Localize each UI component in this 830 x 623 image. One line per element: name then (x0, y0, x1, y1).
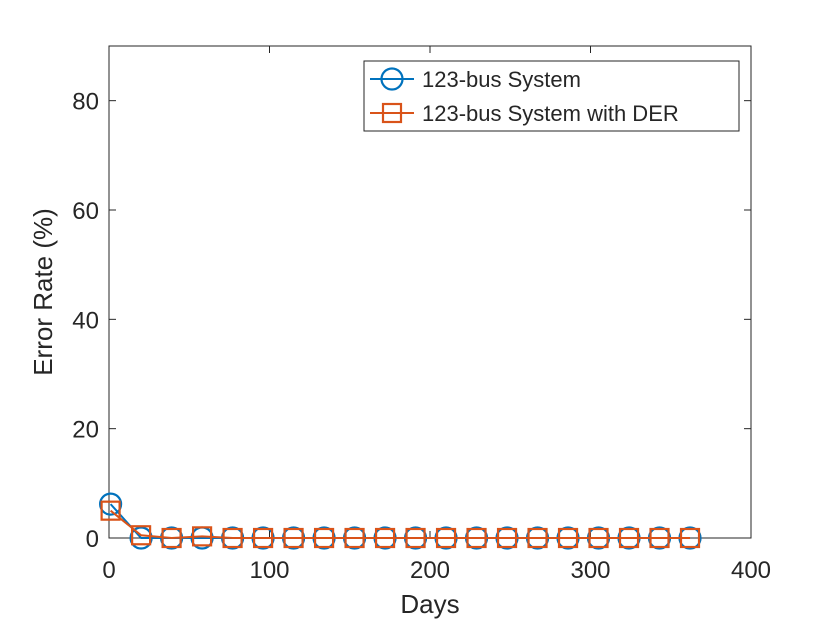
marker (405, 527, 426, 549)
y-tick-label: 80 (72, 89, 99, 116)
marker (496, 527, 518, 549)
marker (618, 527, 640, 549)
marker (313, 527, 335, 549)
marker (191, 526, 213, 547)
marker (222, 527, 243, 549)
marker (557, 527, 579, 549)
marker (374, 527, 396, 549)
x-tick-label: 100 (249, 557, 289, 584)
y-tick-label: 60 (72, 198, 99, 225)
marker (129, 526, 153, 550)
y-tick-label: 40 (72, 307, 99, 334)
marker (131, 525, 152, 546)
x-tick-label: 200 (410, 557, 450, 584)
x-axis-label: Days (400, 589, 459, 619)
marker (381, 102, 403, 124)
marker (588, 527, 609, 549)
marker (100, 500, 121, 521)
marker (466, 527, 487, 549)
legend-label: 123-bus System with DER (422, 101, 679, 126)
x-tick-label: 0 (102, 557, 115, 584)
marker (527, 527, 548, 549)
y-tick-label: 20 (72, 417, 99, 444)
y-axis-label: Error Rate (%) (28, 208, 58, 376)
legend-label: 123-bus System (422, 67, 581, 92)
marker (252, 527, 274, 549)
series-line (109, 509, 691, 540)
marker (380, 67, 404, 91)
marker (649, 527, 670, 549)
x-tick-label: 300 (570, 557, 610, 584)
x-tick-label: 400 (731, 557, 771, 584)
legend-box (363, 60, 740, 132)
marker (679, 527, 701, 549)
marker (161, 527, 182, 549)
y-tick-label: 0 (86, 526, 99, 553)
marker (99, 492, 123, 516)
marker (435, 527, 457, 549)
marker (283, 527, 304, 549)
marker (344, 527, 365, 549)
